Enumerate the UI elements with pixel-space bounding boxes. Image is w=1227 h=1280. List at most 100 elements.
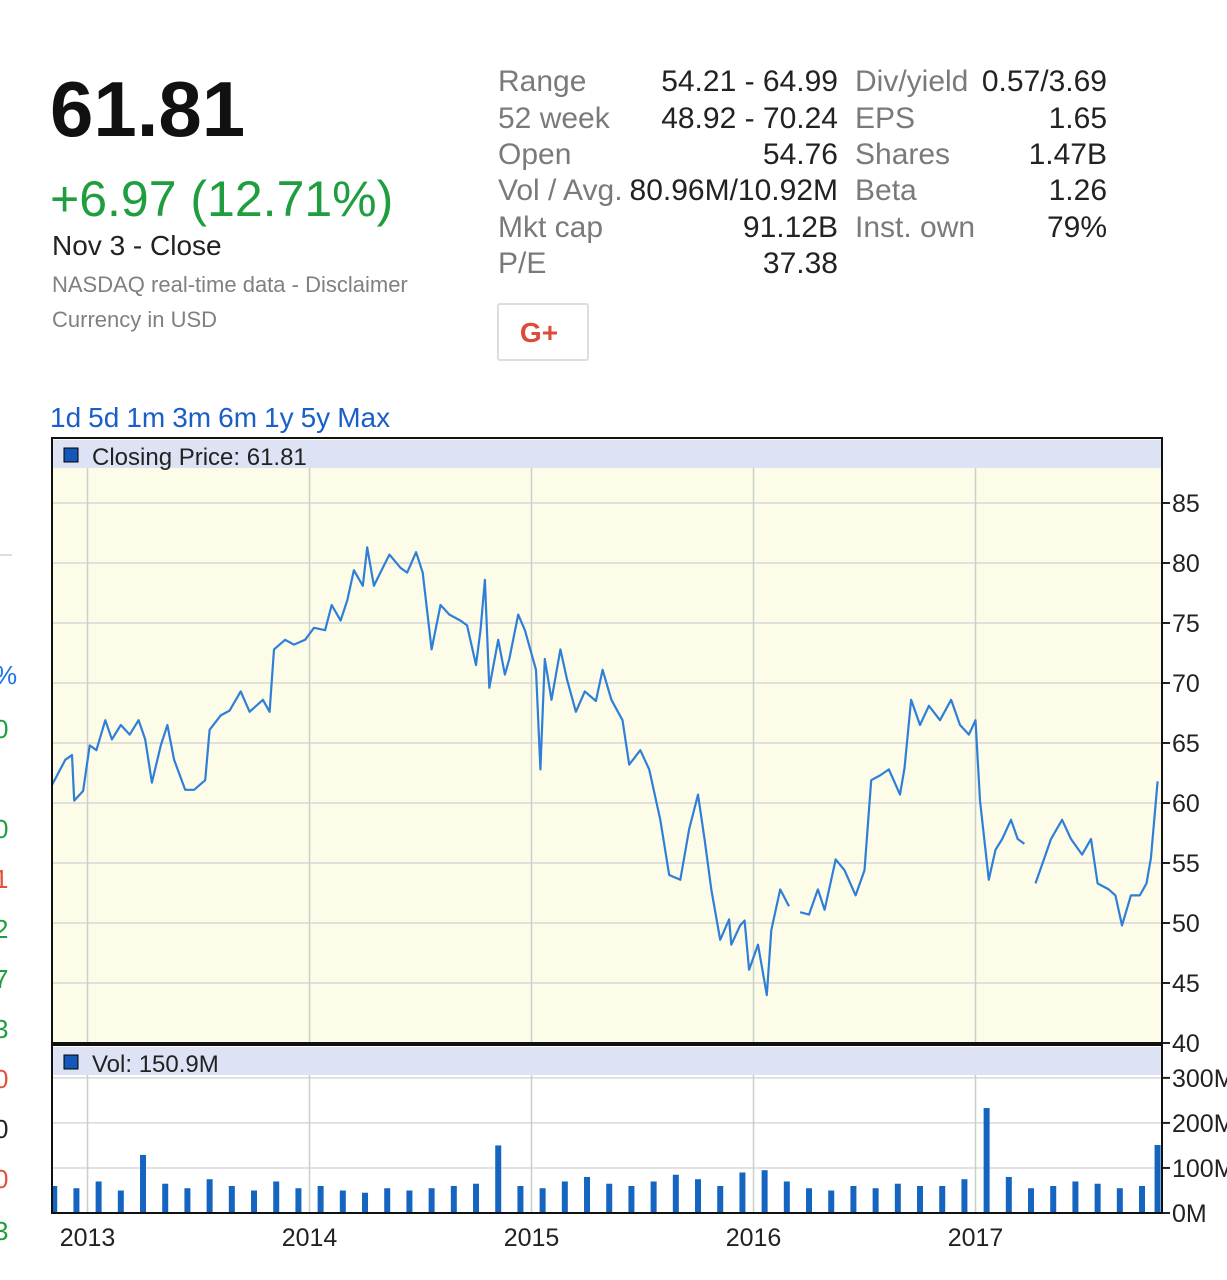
stat-value: 48.92 - 70.24 bbox=[661, 102, 838, 135]
currency: Currency in USD bbox=[52, 307, 217, 332]
y-tick-label: 200M bbox=[1172, 1110, 1227, 1138]
volume-bar bbox=[739, 1172, 746, 1213]
edge-fragment: 1 bbox=[0, 864, 8, 894]
edge-fragment: 0 bbox=[0, 1064, 8, 1094]
close-date: Nov 3 - Close bbox=[52, 230, 222, 261]
volume-bar bbox=[806, 1188, 813, 1213]
legend-band bbox=[53, 1047, 1161, 1075]
edge-fragment: 0 bbox=[0, 814, 8, 844]
volume-bar bbox=[251, 1190, 258, 1213]
volume-bar bbox=[1154, 1145, 1161, 1213]
y-tick-label: 40 bbox=[1172, 1030, 1200, 1058]
volume-bar bbox=[51, 1185, 58, 1213]
volume-bar bbox=[761, 1170, 768, 1213]
stat-label: Shares bbox=[855, 138, 950, 171]
stat-label: Beta bbox=[855, 174, 917, 207]
volume-bar bbox=[450, 1185, 457, 1213]
legend-label: Closing Price: 61.81 bbox=[92, 444, 307, 471]
x-tick-label: 2017 bbox=[948, 1224, 1004, 1252]
volume-bar bbox=[228, 1185, 235, 1213]
price-line bbox=[51, 546, 1159, 997]
y-tick-label: 100M bbox=[1172, 1155, 1227, 1183]
stat-value: 1.26 bbox=[1049, 174, 1107, 207]
volume-bar bbox=[828, 1190, 835, 1213]
volume-bar bbox=[273, 1181, 280, 1213]
edge-fragment: 2 bbox=[0, 914, 8, 944]
range-link[interactable]: 1m bbox=[126, 402, 165, 433]
stat-label: P/E bbox=[498, 247, 546, 280]
share-button-label[interactable]: G+ bbox=[520, 317, 558, 348]
volume-bar bbox=[1072, 1181, 1079, 1213]
volume-bar bbox=[783, 1181, 790, 1213]
y-tick-label: 50 bbox=[1172, 910, 1200, 938]
volume-bar bbox=[1094, 1183, 1101, 1213]
edge-fragment: 0 bbox=[0, 714, 8, 744]
volume-bar bbox=[939, 1185, 946, 1213]
data-source[interactable]: NASDAQ real-time data - Disclaimer bbox=[52, 272, 408, 297]
volume-bar bbox=[140, 1154, 147, 1213]
range-link[interactable]: 1y bbox=[264, 402, 294, 433]
volume-bar bbox=[295, 1188, 302, 1213]
legend-band bbox=[53, 440, 1161, 468]
stat-label: Range bbox=[498, 65, 586, 98]
range-link[interactable]: 6m bbox=[218, 402, 257, 433]
volume-bar bbox=[561, 1181, 568, 1213]
volume-bar bbox=[117, 1190, 124, 1213]
stat-label: Vol / Avg. bbox=[498, 174, 623, 207]
y-tick-label: 70 bbox=[1172, 670, 1200, 698]
y-tick-label: 65 bbox=[1172, 730, 1200, 758]
x-tick-label: 2015 bbox=[504, 1224, 560, 1252]
edge-fragment: 3 bbox=[0, 1014, 8, 1044]
stat-value: 54.21 - 64.99 bbox=[661, 65, 838, 98]
volume-bar bbox=[95, 1181, 102, 1213]
chart-area: Range 54.21 - 64.99 52 week 48.92 - 70.24 Op… bbox=[0, 65, 1227, 1252]
stat-label: Div/yield bbox=[855, 65, 968, 98]
stat-value: 80.96M/10.92M bbox=[630, 174, 838, 207]
y-tick-label: 60 bbox=[1172, 790, 1200, 818]
plot-background bbox=[52, 438, 1162, 1043]
range-link[interactable]: 1d bbox=[50, 402, 81, 433]
volume-bar bbox=[1005, 1176, 1012, 1213]
stat-label: Inst. own bbox=[855, 211, 975, 244]
y-tick-label: 55 bbox=[1172, 850, 1200, 878]
stat-label: Mkt cap bbox=[498, 211, 603, 244]
x-tick-label: 2014 bbox=[282, 1224, 338, 1252]
volume-bar bbox=[184, 1188, 191, 1213]
share-button[interactable] bbox=[497, 303, 589, 361]
y-tick-label: 0M bbox=[1172, 1200, 1207, 1228]
volume-bar bbox=[672, 1174, 679, 1213]
volume-bar bbox=[1116, 1188, 1123, 1213]
y-tick-label: 300M bbox=[1172, 1065, 1227, 1093]
range-link[interactable]: 5y bbox=[301, 402, 331, 433]
volume-bar bbox=[362, 1192, 369, 1213]
range-link[interactable]: 3m bbox=[172, 402, 211, 433]
edge-fragment: 0 bbox=[0, 1164, 8, 1194]
volume-bar bbox=[384, 1188, 391, 1213]
price-change: +6.97 (12.71%) bbox=[50, 171, 393, 227]
volume-bar bbox=[961, 1179, 968, 1213]
volume-bar bbox=[495, 1145, 502, 1213]
range-link[interactable]: Max bbox=[337, 402, 390, 433]
volume-bar bbox=[917, 1185, 924, 1213]
volume-bar bbox=[339, 1190, 346, 1213]
volume-bar bbox=[1050, 1185, 1057, 1213]
legend-swatch bbox=[63, 447, 79, 463]
volume-bar bbox=[73, 1188, 80, 1213]
y-tick-label: 80 bbox=[1172, 550, 1200, 578]
legend-label: Vol: 150.9M bbox=[92, 1051, 219, 1078]
y-tick-label: 75 bbox=[1172, 610, 1200, 638]
y-tick-label: 45 bbox=[1172, 970, 1200, 998]
volume-bar bbox=[695, 1179, 702, 1213]
volume-bar bbox=[317, 1185, 324, 1213]
volume-bar bbox=[1028, 1188, 1035, 1213]
range-link[interactable]: 5d bbox=[88, 402, 119, 433]
x-tick-label: 2016 bbox=[726, 1224, 782, 1252]
stat-value: 91.12B bbox=[743, 211, 838, 244]
volume-bar bbox=[717, 1185, 724, 1213]
volume-bar bbox=[894, 1183, 901, 1213]
y-tick-label: 85 bbox=[1172, 490, 1200, 518]
volume-bar bbox=[539, 1188, 546, 1213]
legend-swatch bbox=[63, 1054, 79, 1070]
stat-value: 0.57/3.69 bbox=[982, 65, 1107, 98]
stat-value: 37.38 bbox=[763, 247, 838, 280]
